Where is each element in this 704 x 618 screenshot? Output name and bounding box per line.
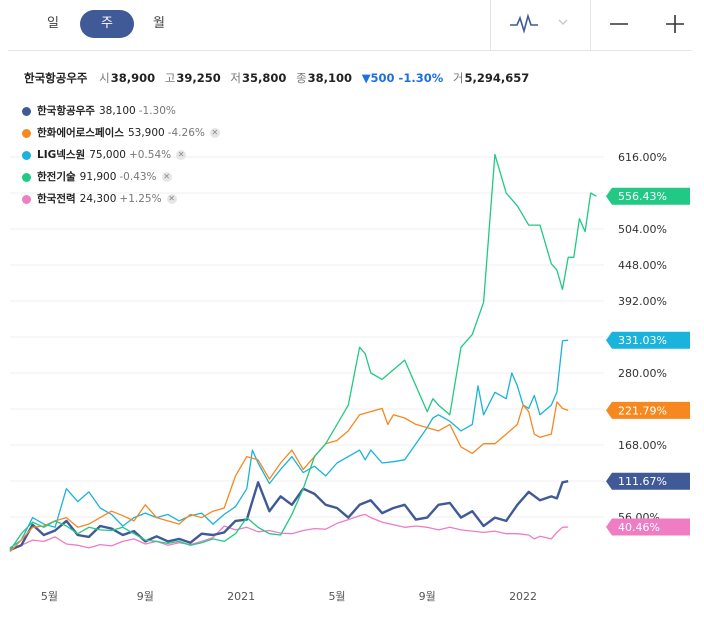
high-value: 39,250 [176,71,221,85]
legend-series-price: 75,000 [89,149,126,161]
series-end-label: 221.79% [618,404,667,417]
legend-color-dot [22,150,31,160]
legend-series-name: LIG넥스원 [37,149,86,161]
y-tick-label: 504.00% [618,223,667,236]
legend-series-name: 한국전력 [37,193,76,205]
y-tick-label: 616.00% [618,151,667,164]
legend-series-name: 한국항공우주 [37,105,95,117]
series-line [9,153,597,551]
series-end-label: 40.46% [618,521,660,534]
series-end-tag [606,472,690,490]
legend-series-change: +0.54% [128,149,172,161]
legend-color-dot [22,128,31,138]
volume-value: 5,294,657 [464,71,530,85]
legend-series-price: 38,100 [98,105,136,117]
quote-stock-name: 한국항공우주 [24,71,88,85]
series-end-tag [606,401,690,419]
series-line [9,339,569,549]
series-end-tag [606,331,690,349]
x-tick-label: 5월 [328,590,345,603]
series-line [9,401,569,553]
high-label: 고 [164,71,176,85]
legend-series-price: 53,900 [127,127,165,139]
tab-day[interactable]: 일 [47,16,59,31]
legend-item: 한전기술 91,900 -0.43% ✕ [22,166,220,188]
series-end-label: 331.03% [618,334,667,347]
legend-series-name: 한전기술 [37,171,76,183]
close-icon[interactable]: ✕ [209,128,220,138]
plus-icon[interactable] [665,14,685,34]
x-tick-label: 9월 [419,590,436,603]
legend-color-dot [22,106,31,116]
legend-item: LIG넥스원 75,000 +0.54% ✕ [22,144,220,166]
legend-color-dot [22,194,31,204]
tab-month[interactable]: 월 [153,16,165,31]
close-value: 38,100 [307,71,353,85]
series-line [9,513,569,552]
x-tick-label: 9월 [137,590,154,603]
y-tick-label: 168.00% [618,439,667,452]
close-icon[interactable]: ✕ [166,194,177,204]
legend-item: 한국항공우주 38,100 -1.30% [22,100,220,122]
legend-series-change: -0.43% [119,171,157,183]
quote-summary: 한국항공우주 시38,900 고39,250 저35,800 종38,100 ▼… [24,70,535,86]
series-end-tag [606,518,690,536]
series-end-label: 556.43% [618,190,667,203]
legend-item: 한화에어로스페이스 53,900 -4.26% ✕ [22,122,220,144]
x-tick-label: 2021 [227,590,255,603]
close-label: 종 [296,71,307,85]
y-tick-label: 392.00% [618,295,667,308]
y-tick-label: 448.00% [618,259,667,272]
legend-series-change: -1.30% [138,105,176,117]
line-chart-icon[interactable] [509,12,539,36]
legend-series-price: 91,900 [79,171,117,183]
legend-item: 한국전력 24,300 +1.25% ✕ [22,188,220,210]
tab-week[interactable]: 주 [80,10,134,38]
low-value: 35,800 [242,71,287,85]
legend-series-change: -4.26% [167,127,205,139]
chart-legend: 한국항공우주 38,100 -1.30% 한화에어로스페이스 53,900 -4… [22,100,220,210]
series-end-tag [606,187,690,205]
open-value: 38,900 [110,71,156,85]
close-icon[interactable]: ✕ [176,150,187,160]
y-tick-label: 280.00% [618,367,667,380]
series-line [9,480,569,551]
minus-icon[interactable] [609,14,629,34]
legend-series-change: +1.25% [119,193,162,205]
low-label: 저 [230,71,242,85]
close-icon[interactable]: ✕ [161,172,172,182]
chart-type-selector[interactable] [490,0,591,50]
zoom-controls [590,0,692,50]
change-value: ▼500 -1.30% [361,71,444,85]
x-tick-label: 5월 [41,590,58,603]
legend-series-price: 24,300 [79,193,117,205]
chevron-down-icon[interactable] [557,17,569,27]
open-label: 시 [99,71,110,85]
x-tick-label: 2022 [509,590,537,603]
legend-color-dot [22,172,31,182]
chart-toolbar: 일 주 월 [8,0,691,51]
legend-series-name: 한화에어로스페이스 [37,127,124,139]
volume-label: 거 [452,71,464,85]
series-end-label: 111.67% [618,475,667,488]
